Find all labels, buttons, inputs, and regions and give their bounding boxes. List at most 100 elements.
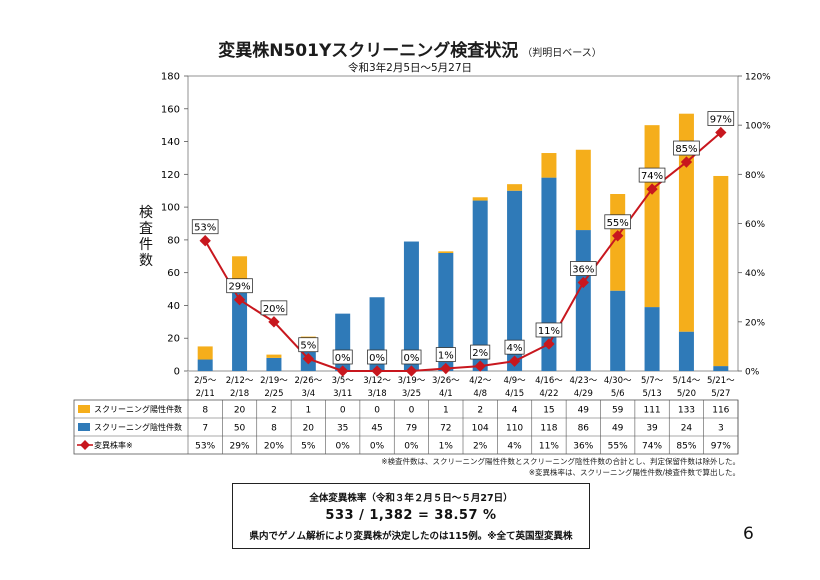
bar-positive [197,346,213,360]
rate-label-box [332,349,353,365]
bar-negative [232,289,248,371]
data-table-cell: 97% [711,442,731,452]
data-table-cell: 7 [202,424,208,434]
x-tick-label: 2/11 [196,389,215,399]
y2-tick-label: 40% [745,269,765,279]
rate-point [680,156,693,168]
bar-positive [575,149,591,231]
bar-positive [541,153,557,178]
x-tick-label: 4/23～ [570,376,598,386]
x-tick-label: 3/4 [301,389,315,399]
bar-positive [472,197,488,201]
rate-data-label: 85% [675,144,697,155]
data-table-cell: 110 [506,424,523,434]
data-table-cell: 0% [404,442,419,452]
footnote-1: ※検査件数は、スクリーニング陽性件数とスクリーニング陰性件数の合計とし、判定保留… [381,457,740,466]
rate-point [233,294,246,306]
chart-canvas: 0204060801001201401601800%20%40%60%80%10… [73,72,771,455]
x-tick-label: 4/30～ [604,376,632,386]
x-tick-label: 4/9～ [503,376,526,386]
y2-tick-label: 20% [745,318,765,328]
data-table-cell: 39 [646,424,658,434]
rate-point [543,338,555,350]
data-table-cell: 15 [543,406,554,416]
rate-label-box [470,344,491,360]
rate-point [268,316,280,328]
rate-data-label: 74% [641,171,663,182]
data-table-cell: 20 [234,406,246,416]
rate-data-label: 2% [472,348,488,359]
x-tick-label: 4/2～ [469,376,492,386]
x-tick-label: 5/6 [611,389,625,399]
y-tick-label: 80 [167,235,180,246]
bar-positive [644,125,660,308]
data-table-cell: 1 [443,406,449,416]
y-tick-label: 60 [167,268,180,279]
x-tick-label: 2/12～ [226,376,254,386]
data-table-cell: 72 [440,424,451,434]
data-table-cell: 5% [301,442,316,452]
data-table-cell: 1% [439,442,454,452]
data-table-cell: 49 [578,406,590,416]
bar-positive [678,113,694,332]
data-table-cell: 11% [539,442,559,452]
rate-label-box [535,322,563,338]
data-table-cell: 118 [540,424,557,434]
rate-data-label: 5% [300,341,316,352]
y2-tick-label: 100% [745,122,771,132]
data-table-cell: 50 [234,424,246,434]
data-table-cell: 86 [578,424,590,434]
bar-positive [438,251,454,253]
legend-swatch [78,405,90,413]
bar-negative [472,200,488,371]
y-tick-label: 140 [161,137,180,148]
bar-positive [507,184,523,191]
y-tick-label: 120 [161,170,180,181]
data-table-cell: 3 [718,424,724,434]
rate-label-box [604,214,631,230]
y-tick-label: 180 [161,72,180,83]
rate-label-box [435,347,456,362]
data-table-cell: 0 [340,406,346,416]
bar-negative [678,331,694,371]
rate-point [199,235,211,247]
x-tick-label: 3/11 [333,389,352,399]
y2-tick-label: 60% [745,220,765,230]
data-table-cell: 0 [409,406,415,416]
rate-point [302,353,314,365]
rate-data-label: 4% [507,343,523,354]
bar-negative [438,253,454,371]
rate-label-box [401,349,422,365]
data-table-cell: 24 [681,424,693,434]
title-text: 変異株N501Yスクリーニング検査状況 [218,41,519,61]
data-table-cell: 49 [612,424,624,434]
x-tick-label: 2/5～ [194,376,217,386]
rate-point [440,362,452,375]
bar-negative [266,357,282,371]
page-number: 6 [743,524,754,544]
legend-marker [80,440,90,450]
title-note: （判明日ベース） [522,48,602,59]
x-tick-label: 5/13 [643,389,662,399]
data-table-cell: 53% [195,442,215,452]
bar-positive [713,175,729,367]
rate-data-label: 53% [194,223,216,234]
data-table-cell: 133 [678,406,695,416]
y-axis-label: 検査件数 [139,205,153,269]
data-table-cell: 1 [305,406,311,416]
rate-data-label: 11% [538,326,560,337]
y-tick-label: 160 [161,104,180,115]
data-table-cell: 0% [336,442,351,452]
y-tick-label: 0 [174,367,180,378]
rate-label-box [367,349,388,365]
rate-line [204,131,722,372]
rate-data-label: 55% [607,218,629,229]
rate-point [474,360,486,372]
chart-subtitle: 令和3年2月5日～5月27日 [347,62,473,74]
data-table-cell: 8 [271,424,277,434]
rate-data-label: 0% [404,353,420,364]
x-tick-label: 3/12～ [363,376,391,386]
rate-point [715,126,727,139]
data-table-cell: 2% [473,442,488,452]
rate-label-box [260,300,288,316]
